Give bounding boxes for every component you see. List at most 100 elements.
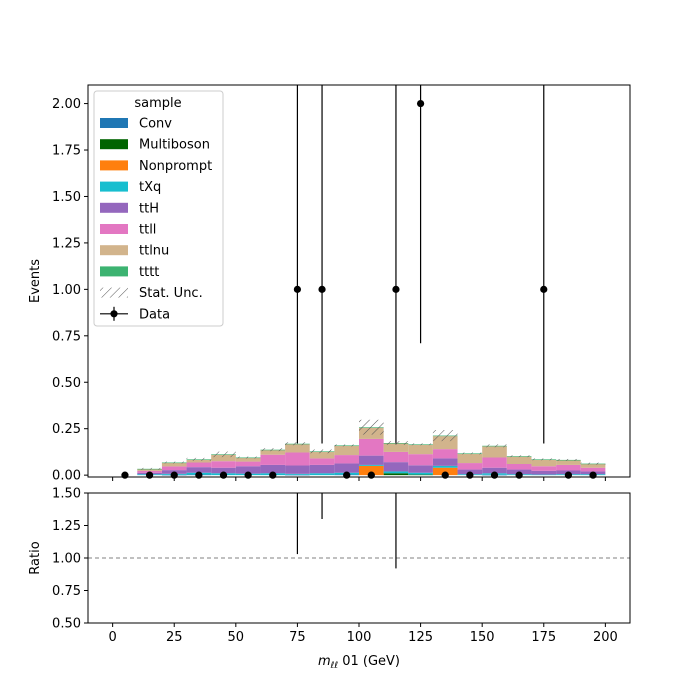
main-x-axis-ticks bbox=[112, 477, 606, 481]
ratio-x-tick-label: 25 bbox=[166, 630, 183, 645]
y-tick-label: 1.75 bbox=[52, 144, 81, 159]
ratio-y-tick-label: 1.50 bbox=[52, 487, 81, 502]
stat-unc-band bbox=[580, 462, 606, 465]
stat-unc-band bbox=[457, 452, 483, 455]
bar-ttll bbox=[161, 466, 187, 471]
stat-unc-band bbox=[285, 442, 310, 446]
bar-txq bbox=[432, 465, 458, 468]
legend-label: tXq bbox=[139, 180, 161, 195]
legend-label: Multiboson bbox=[139, 138, 210, 153]
data-point bbox=[219, 471, 228, 479]
legend-swatch bbox=[100, 266, 128, 277]
data-point bbox=[540, 285, 548, 293]
bar-txq bbox=[285, 473, 310, 475]
bar-ttlnu bbox=[457, 453, 483, 464]
bar-ttlnu bbox=[383, 443, 409, 452]
bar-ttlnu bbox=[408, 444, 433, 455]
ratio-x-tick-label: 175 bbox=[531, 630, 556, 645]
bar-ttlnu bbox=[161, 462, 187, 467]
bar-ttlnu bbox=[309, 451, 335, 459]
bar-tth bbox=[235, 466, 261, 474]
legend-swatch bbox=[100, 287, 128, 298]
legend-data-marker bbox=[110, 310, 118, 318]
y-tick-label: 0.25 bbox=[52, 422, 81, 437]
bar-multiboson bbox=[408, 474, 433, 476]
data-point bbox=[293, 285, 302, 293]
data-point bbox=[589, 471, 597, 479]
stat-unc-band bbox=[432, 429, 458, 442]
stat-unc-band bbox=[260, 448, 286, 452]
bar-tth bbox=[408, 465, 433, 473]
stat-unc-band bbox=[531, 458, 557, 461]
ratio-x-axis-ticks: 0 25 50 75 100 125 150 175 200 bbox=[108, 623, 618, 645]
bar-multiboson bbox=[383, 473, 409, 476]
bar-txq bbox=[531, 474, 557, 476]
bar-nonprompt bbox=[359, 465, 384, 476]
data-point bbox=[145, 471, 154, 479]
bar-tth bbox=[309, 464, 335, 474]
legend-label: Nonprompt bbox=[139, 159, 212, 174]
legend: sample Conv Multiboson Nonprompt tXq ttH ttll t… bbox=[93, 90, 224, 327]
bar-tth bbox=[260, 464, 286, 474]
bar-ttll bbox=[408, 454, 433, 466]
bar-txq bbox=[383, 471, 409, 474]
bar-ttll bbox=[309, 458, 335, 465]
bar-ttll bbox=[359, 438, 384, 456]
ratio-x-tick-label: 200 bbox=[593, 630, 618, 645]
legend-label: tttt bbox=[139, 265, 159, 280]
main-y-axis-ticks: 0.00 0.25 0.50 0.75 1.00 1.25 1.50 1.75 2.00 bbox=[52, 97, 88, 484]
bar-ttlnu bbox=[260, 450, 286, 455]
bar-tth bbox=[432, 458, 458, 466]
bar-ttll bbox=[506, 463, 532, 470]
bar-ttlnu bbox=[482, 446, 507, 458]
y-tick-label: 1.00 bbox=[52, 283, 81, 298]
x-axis-label-main: m bbox=[318, 654, 331, 669]
legend-label: Conv bbox=[139, 117, 172, 132]
data-point bbox=[121, 471, 129, 479]
legend-swatch bbox=[100, 245, 128, 256]
ratio-x-tick-label: 150 bbox=[470, 630, 495, 645]
stat-unc-band bbox=[309, 449, 335, 454]
legend-title: sample bbox=[134, 96, 181, 111]
main-y-axis-label: Events bbox=[28, 259, 43, 303]
data-point bbox=[269, 471, 277, 479]
data-point bbox=[318, 285, 326, 293]
data-point bbox=[441, 471, 449, 479]
ratio-y-tick-label: 0.75 bbox=[52, 584, 81, 599]
stat-unc-band bbox=[408, 443, 433, 446]
bar-tth bbox=[383, 462, 409, 472]
bar-ttlnu bbox=[137, 469, 162, 471]
bar-tth bbox=[285, 465, 310, 474]
bar-txq bbox=[408, 472, 433, 475]
stat-unc-band bbox=[506, 455, 532, 458]
ratio-error-bars bbox=[296, 493, 397, 569]
bar-ttll bbox=[260, 454, 286, 465]
bar-ttlnu bbox=[506, 456, 532, 464]
main-plot-panel: 0.00 0.25 0.50 0.75 1.00 1.25 1.50 1.75 2.00 Eve… bbox=[28, 84, 631, 484]
bar-ttlnu bbox=[580, 463, 606, 468]
bar-ttlnu bbox=[211, 454, 236, 462]
bar-txq bbox=[309, 473, 335, 476]
legend-label: ttlnu bbox=[139, 244, 169, 259]
legend-label: Data bbox=[139, 307, 170, 322]
stat-unc-band bbox=[137, 467, 162, 470]
legend-swatch bbox=[100, 139, 128, 150]
ratio-y-tick-label: 1.25 bbox=[52, 519, 81, 534]
bar-tth bbox=[211, 467, 236, 474]
bar-conv bbox=[285, 474, 310, 476]
bar-tth bbox=[482, 467, 507, 474]
y-tick-label: 0.00 bbox=[52, 469, 81, 484]
legend-label: ttll bbox=[139, 223, 156, 238]
ratio-x-tick-label: 75 bbox=[289, 630, 306, 645]
stat-unc-band bbox=[211, 451, 236, 458]
bar-ttll bbox=[235, 461, 261, 467]
data-point bbox=[416, 99, 425, 108]
bar-ttll bbox=[211, 461, 236, 468]
legend-swatch bbox=[100, 181, 128, 192]
bar-ttll bbox=[482, 457, 507, 468]
bar-ttlnu bbox=[186, 459, 212, 463]
bar-tth bbox=[359, 455, 384, 465]
ratio-x-tick-label: 50 bbox=[228, 630, 245, 645]
data-point bbox=[564, 471, 573, 479]
